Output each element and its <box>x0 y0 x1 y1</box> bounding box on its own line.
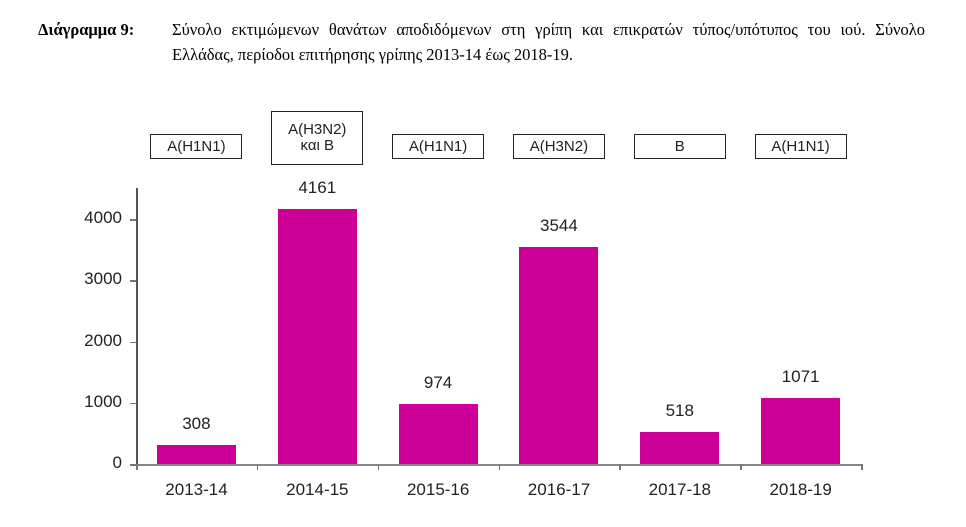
virus-type-label: A(H3N2) <box>288 121 347 138</box>
value-label: 974 <box>423 373 453 393</box>
figure-title: Σύνολο εκτιμώμενων θανάτων αποδιδόμενων … <box>172 20 925 64</box>
y-tick-label: 0 <box>112 453 122 472</box>
virus-type-label: A(H1N1) <box>408 137 468 155</box>
value-label: 518 <box>665 401 694 421</box>
y-tick <box>130 402 136 405</box>
x-tick <box>498 464 500 470</box>
virus-type-label: A(H1N1) <box>167 137 226 155</box>
bar-2014-15 <box>277 209 357 464</box>
value-label: 3544 <box>539 215 578 235</box>
bar-2013-14 <box>156 445 236 464</box>
virus-type-label: B <box>674 137 685 155</box>
virus-type-box: B <box>633 134 726 159</box>
value-label: 1071 <box>781 367 820 387</box>
y-tick-label: 4000 <box>84 208 122 227</box>
x-tick <box>861 464 863 470</box>
bar-2015-16 <box>398 404 478 464</box>
x-axis <box>130 464 862 466</box>
virus-type-box: A(H3N2) και B <box>271 111 364 165</box>
x-tick-label: 2013-14 <box>165 480 228 499</box>
y-tick <box>130 219 136 221</box>
y-axis <box>136 188 138 465</box>
virus-type-label-line2: και B <box>300 137 335 154</box>
x-tick-label: 2015-16 <box>406 480 470 499</box>
y-tick-label: 2000 <box>84 330 122 350</box>
x-tick-label: 2018-19 <box>769 480 832 499</box>
x-tick <box>619 464 621 470</box>
virus-type-box: A(H1N1) <box>150 134 243 159</box>
virus-type-label: A(H1N1) <box>771 137 830 155</box>
virus-type-label: A(H3N2) <box>529 137 589 155</box>
x-tick <box>740 464 742 470</box>
virus-type-box: A(H1N1) <box>392 134 485 159</box>
y-tick <box>130 464 136 466</box>
figure-label: Διάγραμμα 9: <box>38 20 135 39</box>
bar-2017-18 <box>640 432 720 464</box>
value-label: 308 <box>182 414 211 434</box>
x-tick-label: 2016-17 <box>527 480 591 499</box>
x-tick <box>256 464 259 470</box>
x-tick <box>136 464 138 470</box>
virus-type-box: A(H1N1) <box>754 134 847 159</box>
virus-type-box: A(H3N2) <box>512 134 605 159</box>
x-tick-label: 2017-18 <box>648 480 712 499</box>
value-label: 4161 <box>298 178 337 198</box>
y-tick-label: 1000 <box>84 391 122 411</box>
bar-2016-17 <box>519 246 599 464</box>
y-tick-label: 3000 <box>84 269 122 289</box>
x-tick <box>377 464 380 470</box>
x-tick-label: 2014-15 <box>286 480 349 499</box>
y-tick <box>130 280 136 282</box>
bar-2018-19 <box>761 398 841 464</box>
y-tick <box>130 341 136 343</box>
